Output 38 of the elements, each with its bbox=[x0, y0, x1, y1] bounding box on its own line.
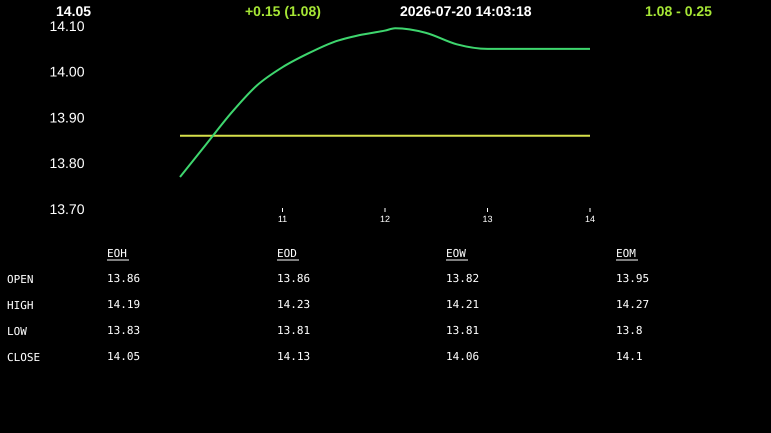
category-label: EOM bbox=[616, 247, 636, 260]
text: 13.81 bbox=[446, 324, 480, 337]
x-tick-label: 12 bbox=[380, 214, 390, 224]
text: 2026-07-20 14:03:18 bbox=[400, 3, 532, 19]
category-label: LOW bbox=[7, 325, 27, 338]
y-tick-label: 13.90 bbox=[49, 109, 85, 126]
line-series bbox=[179, 27, 591, 178]
x-tick-label: 14 bbox=[584, 214, 596, 224]
category-label: CLOSE bbox=[7, 351, 40, 364]
text: 14.23 bbox=[277, 298, 310, 311]
category-label: EOH bbox=[107, 247, 127, 260]
text: 14.21 bbox=[446, 298, 480, 311]
text: 14.13 bbox=[277, 350, 310, 363]
text: 13.82 bbox=[446, 272, 480, 285]
category-label: EOD bbox=[277, 247, 297, 260]
text: 14.05 bbox=[107, 350, 140, 363]
text: 14.1 bbox=[616, 350, 642, 363]
text: 13.83 bbox=[107, 324, 140, 337]
text: 1.08 - 0.25 bbox=[645, 3, 712, 19]
y-tick-label: 13.80 bbox=[49, 155, 85, 172]
y-tick-label: 14.10 bbox=[49, 18, 85, 34]
text: 14.19 bbox=[107, 298, 140, 311]
category-label: OPEN bbox=[7, 273, 34, 286]
y-tick-label: 14.00 bbox=[49, 64, 85, 80]
category-label: EOW bbox=[446, 247, 466, 260]
text: 13.81 bbox=[277, 324, 310, 337]
text: 13.95 bbox=[616, 272, 650, 285]
text: 13.86 bbox=[277, 272, 310, 285]
text: 13.8 bbox=[616, 324, 642, 337]
category-label: HIGH bbox=[7, 299, 34, 312]
text: 14.27 bbox=[616, 298, 650, 311]
x-tick-label: 11 bbox=[278, 214, 288, 224]
text: +0.15 (1.08) bbox=[245, 3, 321, 19]
y-tick-label: 13.70 bbox=[49, 200, 85, 217]
text: 13.86 bbox=[107, 272, 140, 285]
text: 14.05 bbox=[56, 3, 92, 19]
text: 14.06 bbox=[446, 350, 480, 363]
x-tick-label: 13 bbox=[482, 214, 493, 224]
